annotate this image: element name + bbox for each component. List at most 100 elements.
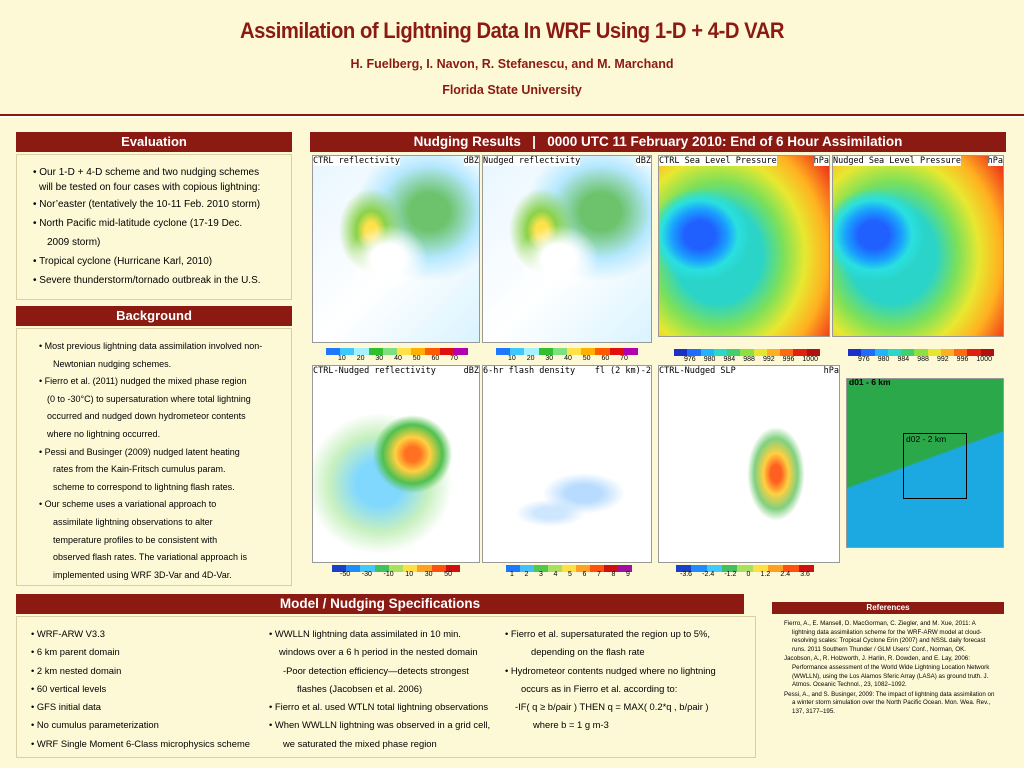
reference-item: Jacobson, A., R. Holzworth, J. Harlin, R…: [784, 655, 990, 689]
model-spec-item: flashes (Jacobsen et al. 2006): [297, 682, 423, 694]
model-spec-item: • No cumulus parameterization: [31, 719, 159, 731]
model-spec-item: where b = 1 g m-3: [533, 719, 609, 731]
nudging-results-heading: Nudging Results | 0000 UTC 11 February 2…: [310, 132, 1006, 152]
colorbar-tick: 992: [762, 356, 775, 363]
reflectivity-colorbar-ticks: 10 20 30 40 50 60 70: [508, 355, 628, 362]
poster-title: Assimilation of Lightning Data In WRF Us…: [239, 18, 785, 43]
diff-slp-colorbar-ticks: -3.6 -2.4 -1.2 0 1.2 2.4 3.6: [680, 571, 810, 578]
colorbar-tick: -1.2: [724, 571, 737, 578]
colorbar-tick: 60: [431, 355, 440, 362]
model-specs-panel: • WRF-ARW V3.3 • 6 km parent domain • 2 …: [16, 616, 756, 758]
diff-slp-colorbar: [676, 565, 814, 572]
model-spec-item: • WWLLN lightning data assimilated in 10…: [269, 628, 461, 639]
evaluation-item: • Severe thunderstorm/tornado outbreak i…: [33, 275, 261, 286]
evaluation-item: • Tropical cyclone (Hurricane Karl, 2010…: [33, 256, 213, 267]
model-spec-item: occurs as in Fierro et al. according to:: [521, 682, 678, 694]
model-spec-item: • Fierro et al. supersaturated the regio…: [505, 628, 710, 639]
colorbar-tick: 988: [743, 356, 755, 363]
panel-label: CTRL Sea Level Pressure: [659, 156, 777, 166]
colorbar-tick: -2.4: [702, 571, 715, 578]
colorbar-tick: 1.2: [760, 571, 771, 578]
panel-unit: dBZ: [463, 366, 479, 376]
background-item: • Most previous lightning data assimilat…: [39, 341, 263, 351]
colorbar-tick: 70: [450, 355, 458, 362]
colorbar-tick: 992: [936, 356, 949, 363]
colorbar-tick: 10: [405, 571, 414, 578]
model-spec-item: -Poor detection efficiency—detects stron…: [283, 664, 469, 676]
slp-colorbar-ticks: 976 980 984 988 992 996 1000: [684, 356, 818, 363]
ctrl-reflectivity-map: CTRL reflectivity dBZ: [312, 155, 480, 343]
model-spec-item: we saturated the mixed phase region: [283, 737, 437, 749]
poster-affiliation: Florida State University: [442, 83, 582, 97]
colorbar-tick: 40: [394, 355, 402, 362]
colorbar-tick: 980: [877, 356, 890, 363]
colorbar-tick: 976: [684, 356, 696, 363]
colorbar-tick: 3.6: [800, 571, 810, 578]
model-spec-item: • Hydrometeor contents nudged where no l…: [505, 664, 716, 676]
model-spec-item: • 60 vertical levels: [31, 682, 107, 694]
colorbar-tick: 9: [626, 571, 630, 578]
poster-authors: H. Fuelberg, I. Navon, R. Stefanescu, an…: [350, 57, 674, 71]
model-spec-item: • When WWLLN lightning was observed in a…: [269, 719, 491, 731]
colorbar-tick: 4: [553, 571, 558, 578]
panel-label: CTRL reflectivity: [313, 156, 400, 166]
slp-colorbar-ticks: 976 980 984 988 992 996 1000: [858, 356, 992, 363]
ctrl-nudged-slp-map: CTRL-Nudged SLP hPa: [658, 365, 840, 563]
colorbar-tick: -10: [383, 571, 394, 578]
colorbar-tick: 10: [508, 355, 516, 362]
background-item: scheme to correspond to lightning flash …: [53, 481, 235, 492]
reflectivity-colorbar: [326, 348, 469, 355]
colorbar-tick: 30: [375, 355, 384, 362]
colorbar-tick: 2: [524, 571, 529, 578]
colorbar-tick: 988: [917, 356, 929, 363]
colorbar-tick: -3.6: [680, 571, 693, 578]
nudged-slp-map: Nudged Sea Level Pressure hPa: [832, 155, 1004, 337]
colorbar-tick: 1000: [976, 356, 992, 363]
nudged-reflectivity-map: Nudged reflectivity dBZ: [482, 155, 652, 343]
panel-unit: dBZ: [635, 156, 651, 166]
evaluation-item: • North Pacific mid-latitude cyclone (17…: [33, 218, 243, 229]
colorbar-tick: -50: [340, 571, 351, 578]
colorbar-tick: 1: [510, 571, 514, 578]
model-spec-item: • WRF-ARW V3.3: [31, 628, 105, 639]
model-domain-map: d01 - 6 km d02 - 2 km: [846, 378, 1004, 548]
diff-reflectivity-colorbar-ticks: -50 -30 -10 10 30 50: [340, 571, 452, 578]
colorbar-tick: 984: [723, 356, 736, 363]
panel-unit: fl (2 km)-2: [594, 366, 651, 376]
poster-header: Assimilation of Lightning Data In WRF Us…: [0, 0, 1024, 116]
d02-domain-label: d02 - 2 km: [906, 434, 947, 444]
panel-unit: hPa: [823, 366, 839, 376]
background-item: (0 to -30°C) to supersaturation where to…: [47, 393, 251, 404]
background-item: • Pessi and Businger (2009) nudged laten…: [39, 446, 240, 457]
model-specs-col3: • Fierro et al. supersaturated the regio…: [505, 625, 716, 735]
colorbar-tick: 6: [582, 571, 587, 578]
panel-label: Nudged reflectivity: [483, 156, 581, 166]
background-item: • Fierro et al. (2011) nudged the mixed …: [39, 376, 247, 387]
background-item: Newtonian nudging schemes.: [53, 358, 172, 369]
colorbar-tick: 996: [956, 356, 969, 363]
model-specs-col2: • WWLLN lightning data assimilated in 10…: [269, 625, 490, 753]
colorbar-tick: 70: [620, 355, 628, 362]
panel-unit: hPa: [987, 156, 1003, 166]
panel-unit: hPa: [813, 156, 829, 166]
model-specs-col1: • WRF-ARW V3.3 • 6 km parent domain • 2 …: [31, 625, 250, 753]
model-spec-item: -IF( q ≥ b/ρair ) THEN q = MAX( 0.2*q , …: [515, 701, 709, 713]
background-item: occurred and nudged down hydrometeor con…: [47, 411, 246, 422]
references-heading: References: [772, 602, 1004, 614]
colorbar-tick: 8: [611, 571, 616, 578]
flash-density-map: 6-hr flash density fl (2 km)-2: [482, 365, 652, 563]
panel-label: Nudged Sea Level Pressure: [833, 156, 961, 166]
ctrl-nudged-reflectivity-map: CTRL-Nudged reflectivity dBZ: [312, 365, 480, 563]
colorbar-tick: 30: [424, 571, 433, 578]
colorbar-tick: 976: [858, 356, 870, 363]
panel-label: CTRL-Nudged SLP: [659, 366, 736, 376]
colorbar-tick: 2.4: [780, 571, 791, 578]
colorbar-tick: 3: [539, 571, 543, 578]
d02-domain-box: d02 - 2 km: [903, 433, 967, 499]
colorbar-tick: 996: [782, 356, 795, 363]
colorbar-tick: 0: [746, 571, 751, 578]
model-spec-item: • Fierro et al. used WTLN total lightnin…: [269, 701, 489, 713]
model-spec-item: • GFS initial data: [31, 701, 101, 713]
d01-domain-label: d01 - 6 km: [849, 378, 891, 387]
background-item: • Our scheme uses a variational approach…: [39, 499, 217, 510]
